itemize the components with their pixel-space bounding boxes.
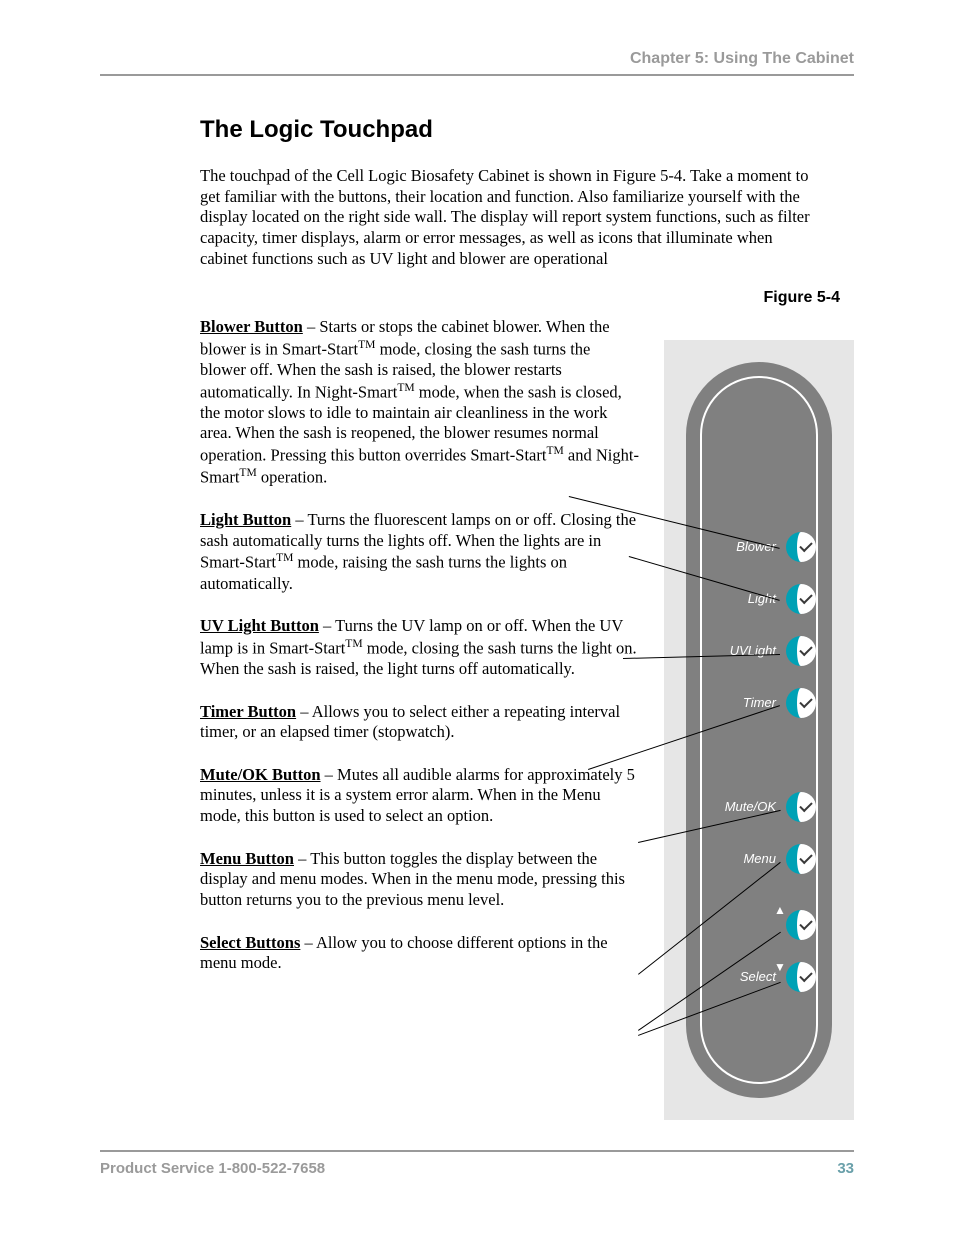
figure-label: Figure 5-4 xyxy=(200,289,840,307)
footer-rule xyxy=(100,1150,854,1152)
select-desc: Select Buttons – Allow you to choose dif… xyxy=(200,933,640,974)
touchpad-label-menu: Menu xyxy=(716,851,776,866)
select-down-arrow-icon: ▼ xyxy=(774,960,786,975)
page-title: The Logic Touchpad xyxy=(200,116,845,144)
header-rule xyxy=(100,74,854,76)
timer-desc: Timer Button – Allows you to select eith… xyxy=(200,702,640,743)
page: Chapter 5: Using The Cabinet The Logic T… xyxy=(0,0,954,1235)
blower-desc: Blower Button – Starts or stops the cabi… xyxy=(200,317,640,488)
select-up-arrow-icon: ▲ xyxy=(774,903,786,918)
touchpad-label-timer: Timer xyxy=(716,695,776,710)
chapter-header: Chapter 5: Using The Cabinet xyxy=(630,50,854,68)
uvlight-term: UV Light Button xyxy=(200,616,319,635)
figure-5-4: BlowerLightUVLightTimerMute/OKMenuSelect… xyxy=(664,340,854,1120)
muteok-desc: Mute/OK Button – Mutes all audible alarm… xyxy=(200,765,640,827)
light-desc: Light Button – Turns the fluorescent lam… xyxy=(200,510,640,594)
intro-paragraph: The touchpad of the Cell Logic Biosafety… xyxy=(200,166,810,269)
timer-term: Timer Button xyxy=(200,702,296,721)
button-descriptions: Blower Button – Starts or stops the cabi… xyxy=(200,317,640,974)
blower-term: Blower Button xyxy=(200,317,303,336)
touchpad-label-blower: Blower xyxy=(716,539,776,554)
menu-desc: Menu Button – This button toggles the di… xyxy=(200,849,640,911)
page-number: 33 xyxy=(837,1160,854,1177)
footer-service: Product Service 1-800-522-7658 xyxy=(100,1160,325,1177)
muteok-term: Mute/OK Button xyxy=(200,765,321,784)
uvlight-desc: UV Light Button – Turns the UV lamp on o… xyxy=(200,616,640,679)
touchpad-label-light: Light xyxy=(716,591,776,606)
menu-term: Menu Button xyxy=(200,849,294,868)
touchpad-label-select-dn: Select xyxy=(716,969,776,984)
light-term: Light Button xyxy=(200,510,291,529)
select-term: Select Buttons xyxy=(200,933,300,952)
